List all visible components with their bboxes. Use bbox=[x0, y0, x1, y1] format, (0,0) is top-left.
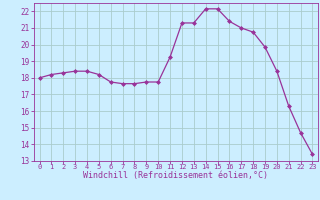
X-axis label: Windchill (Refroidissement éolien,°C): Windchill (Refroidissement éolien,°C) bbox=[84, 171, 268, 180]
